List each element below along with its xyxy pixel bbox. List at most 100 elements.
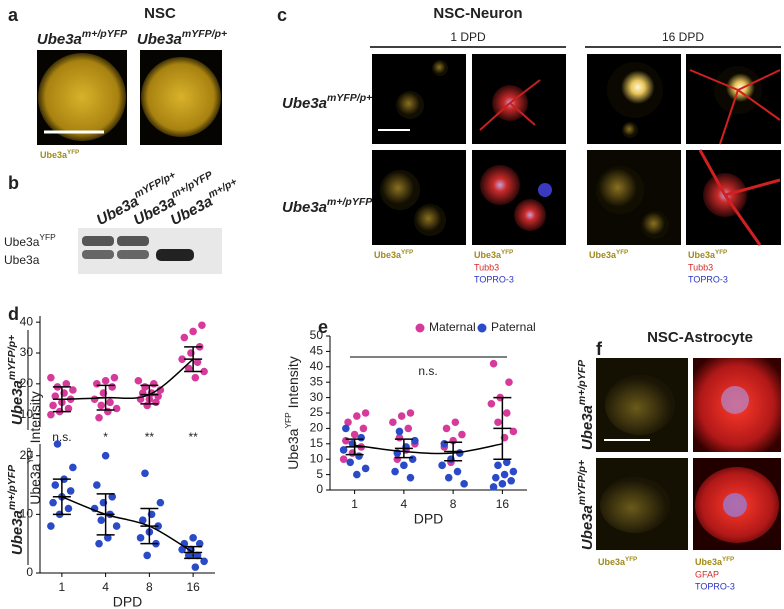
stain-label-sup: YFP — [625, 556, 637, 563]
stain-label-base: Ube3a — [598, 557, 626, 567]
timepoint-label: 16 DPD — [662, 30, 704, 44]
data-point — [361, 409, 370, 417]
x-tick-label: 1 — [59, 580, 66, 594]
x-tick-label: 8 — [450, 497, 457, 511]
stain-label: Ube3aYFP — [688, 249, 727, 260]
data-point — [47, 373, 55, 382]
y-tick-label: 10 — [20, 407, 34, 421]
data-point — [108, 383, 117, 391]
significance-label: * — [103, 430, 108, 444]
y-tick-label: 50 — [310, 328, 324, 342]
data-point — [339, 446, 348, 454]
y-axis-label-base: Ube3a — [285, 428, 301, 469]
data-point — [200, 367, 208, 376]
data-point — [389, 418, 397, 427]
y-tick-label: 15 — [310, 436, 324, 450]
data-point — [411, 436, 419, 445]
x-tick-label: 16 — [496, 497, 510, 511]
data-point — [498, 480, 507, 488]
stain-label: Ube3aYFP — [40, 149, 79, 160]
data-point — [404, 424, 413, 433]
genotype-label: Ube3amYFP/p+ — [282, 92, 372, 112]
y-axis-label-base: Ube3a — [27, 463, 43, 504]
stain-label-sup: YFP — [722, 556, 734, 563]
significance-label: ** — [145, 430, 155, 444]
data-point — [361, 464, 370, 473]
x-tick-label: 16 — [186, 580, 200, 594]
marker-label: Tubb3 — [474, 262, 499, 272]
genotype-label: Ube3amYFP/p+ — [6, 335, 26, 425]
y-tick-label: 20 — [20, 376, 34, 390]
data-point — [189, 534, 197, 542]
stain-label-base: Ube3a — [695, 557, 723, 567]
data-point — [494, 461, 502, 470]
panel-letter: d — [8, 304, 19, 324]
data-point — [64, 504, 73, 513]
data-point — [53, 440, 62, 448]
data-point — [193, 551, 202, 560]
x-axis-label: DPD — [113, 594, 143, 609]
data-point — [507, 476, 515, 485]
data-point — [106, 398, 114, 407]
data-point — [451, 418, 460, 427]
y-tick-label: 0 — [26, 565, 33, 579]
trend-line — [61, 358, 194, 400]
legend-marker — [415, 323, 425, 333]
band-label-sup: YFP — [39, 232, 56, 242]
y-tick-label: 20 — [310, 421, 324, 435]
band-label: Ube3a — [4, 253, 40, 267]
genotype-label-sup: m+/pYFP — [576, 359, 588, 405]
data-point — [489, 359, 498, 368]
data-point — [47, 522, 55, 530]
data-point — [491, 473, 500, 482]
data-point — [391, 467, 399, 476]
stain-label-sup: YFP — [616, 249, 628, 256]
data-point — [453, 467, 462, 476]
genotype-label-base: Ube3a — [9, 510, 26, 555]
genotype-label-base: Ube3a — [282, 95, 327, 112]
y-tick-label: 5 — [316, 467, 323, 481]
error-bar — [394, 438, 413, 459]
y-tick-label: 25 — [310, 405, 324, 419]
data-point — [62, 380, 71, 388]
data-point — [440, 440, 449, 448]
genotype-label-sup: mYFP/p+ — [327, 92, 372, 104]
genotype-label-sup: m+/pYFP — [6, 464, 18, 510]
micrographs-a — [37, 50, 222, 145]
stain-label-base: Ube3a — [474, 250, 502, 260]
western-blot — [78, 228, 222, 274]
data-point — [342, 436, 350, 445]
trend-line — [354, 443, 503, 455]
error-bar — [493, 396, 512, 460]
data-point — [97, 401, 106, 410]
micrographs-c — [370, 46, 781, 246]
data-point — [47, 410, 55, 419]
timepoint-label: 1 DPD — [450, 30, 486, 44]
data-point — [395, 427, 404, 436]
error-bar — [444, 441, 463, 462]
data-point — [489, 483, 498, 491]
x-axis-label: DPD — [414, 511, 444, 527]
y-tick-label: 40 — [310, 359, 324, 373]
data-point — [180, 333, 189, 342]
data-point — [101, 451, 110, 460]
data-point — [191, 563, 200, 571]
data-point — [184, 364, 193, 373]
data-point — [406, 473, 415, 482]
data-point — [49, 498, 57, 507]
y-axis-label-rest: Intensity — [27, 391, 43, 447]
x-tick-label: 4 — [401, 497, 408, 511]
data-point — [502, 409, 511, 417]
stain-label-base: Ube3a — [589, 250, 617, 260]
y-tick-label: 45 — [310, 344, 324, 358]
genotype-label: Ube3am+/pYFP — [282, 196, 373, 216]
panel-letter: a — [8, 5, 19, 25]
data-point — [93, 481, 101, 489]
data-point — [178, 545, 186, 554]
y-tick-label: 40 — [20, 314, 34, 328]
y-axis-label-rest: Intensity — [285, 356, 301, 412]
data-point — [444, 473, 453, 482]
data-point — [141, 469, 149, 478]
data-point — [346, 458, 355, 467]
micrographs-f — [596, 358, 781, 550]
